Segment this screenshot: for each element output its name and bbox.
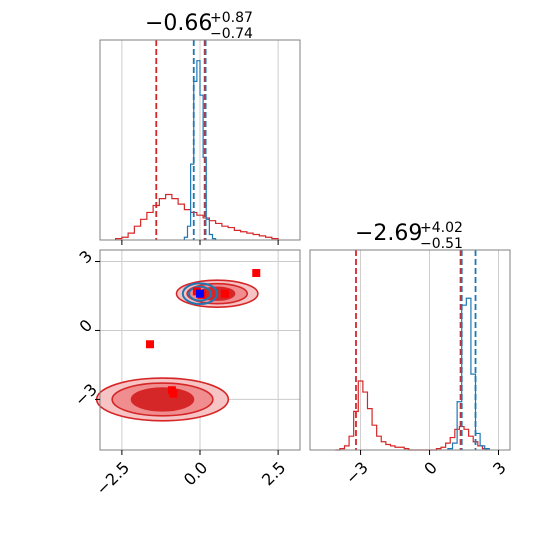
x-tick-label: 0.0 xyxy=(180,458,211,489)
histogram-red xyxy=(335,380,488,451)
y-tick-label: −3 xyxy=(71,380,101,410)
panel-bottom-left-contour: −2.5 0.0 2.5 3 0 −3 xyxy=(71,247,301,499)
panel-title-y-lower-error: −0.51 xyxy=(420,236,463,252)
panel-title-x-upper-error: +0.87 xyxy=(210,10,253,26)
y-tick-label: 3 xyxy=(76,247,97,268)
panel-top-left-histogram: −0.66+0.87−0.74 xyxy=(99,10,301,245)
marker-blue xyxy=(196,289,204,298)
histogram-blue xyxy=(183,60,217,240)
y-tick-label: 0 xyxy=(76,316,97,337)
x-tick-label: 3 xyxy=(489,458,510,479)
panel-frame xyxy=(309,249,511,451)
marker-red xyxy=(252,268,261,277)
x-tick-label: 2.5 xyxy=(258,458,289,489)
histogram-red xyxy=(115,193,279,240)
x-tick-label: −3 xyxy=(342,458,372,488)
contour-blue-level xyxy=(181,282,219,306)
histogram-blue xyxy=(447,297,490,450)
contour-red-level xyxy=(130,387,195,412)
marker-red xyxy=(169,389,178,398)
x-tick-label: −2.5 xyxy=(92,458,133,499)
panel-title-y-value: −2.69 xyxy=(355,221,422,246)
panel-title-x-lower-error: −0.74 xyxy=(210,26,253,42)
panel-title-y-upper-error: +4.02 xyxy=(420,220,463,236)
panel-bottom-right-histogram: −3 0 3 −2.69+4.02−0.51 xyxy=(309,220,511,488)
panel-title-x-value: −0.66 xyxy=(145,11,212,36)
marker-red xyxy=(221,289,229,298)
contour-blue-level xyxy=(188,285,212,302)
x-tick-label: 0 xyxy=(420,458,441,479)
marker-red xyxy=(146,340,154,349)
